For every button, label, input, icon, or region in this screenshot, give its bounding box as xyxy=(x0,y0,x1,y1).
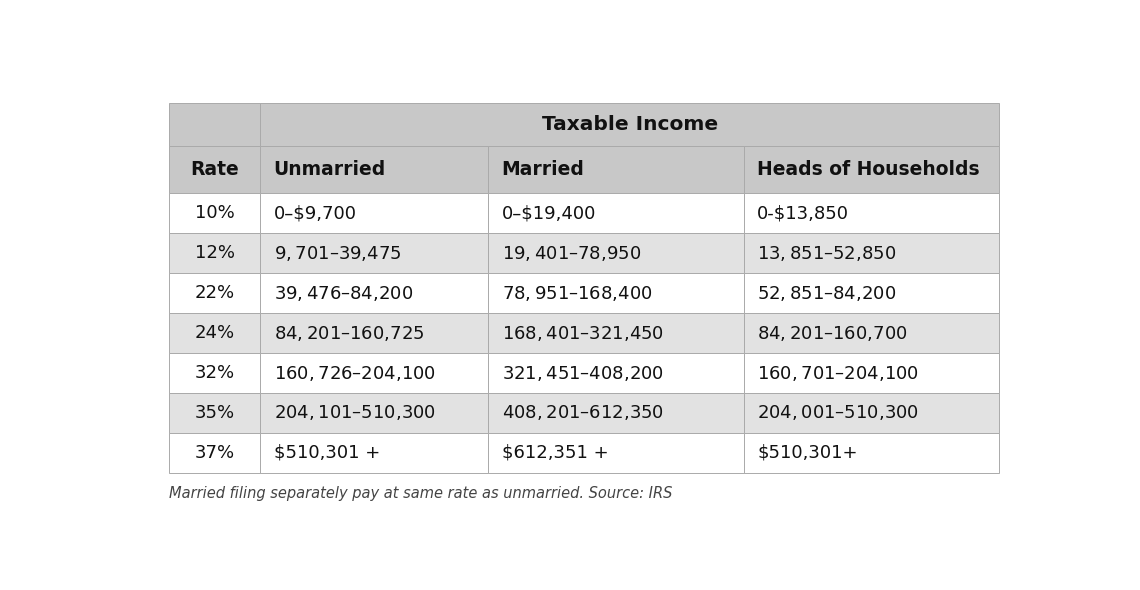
Text: $612,351 +: $612,351 + xyxy=(502,444,609,462)
Text: $510,301 +: $510,301 + xyxy=(274,444,380,462)
Text: $204,101–$510,300: $204,101–$510,300 xyxy=(274,404,435,422)
Bar xyxy=(260,234,488,273)
Text: $510,301+: $510,301+ xyxy=(757,444,857,462)
Bar xyxy=(169,433,260,473)
Text: 35%: 35% xyxy=(195,404,235,422)
Text: $204,001–$510,300: $204,001–$510,300 xyxy=(757,404,919,422)
Bar xyxy=(260,353,488,393)
Bar xyxy=(169,273,260,313)
Text: 0–$19,400: 0–$19,400 xyxy=(502,204,596,222)
Text: Married: Married xyxy=(502,160,585,179)
Text: Married filing separately pay at same rate as unmarried. Source: IRS: Married filing separately pay at same ra… xyxy=(169,487,673,502)
Bar xyxy=(488,313,744,353)
Text: Heads of Households: Heads of Households xyxy=(757,160,980,179)
Text: $52,851–$84,200: $52,851–$84,200 xyxy=(757,284,896,303)
Bar xyxy=(744,313,1000,353)
Text: $84,201–$160,725: $84,201–$160,725 xyxy=(274,324,424,343)
Text: 22%: 22% xyxy=(195,284,235,302)
Bar xyxy=(744,273,1000,313)
Text: $78,951–$168,400: $78,951–$168,400 xyxy=(502,284,652,303)
Bar xyxy=(744,146,1000,194)
Text: 24%: 24% xyxy=(195,324,235,342)
Bar xyxy=(169,194,260,234)
Bar xyxy=(169,393,260,433)
Text: 12%: 12% xyxy=(195,244,235,263)
Bar xyxy=(260,393,488,433)
Text: Unmarried: Unmarried xyxy=(274,160,385,179)
Text: $168,401–$321,450: $168,401–$321,450 xyxy=(502,324,663,343)
Bar xyxy=(744,194,1000,234)
Text: $160,726–$204,100: $160,726–$204,100 xyxy=(274,363,435,382)
Text: 37%: 37% xyxy=(195,444,235,462)
Bar xyxy=(488,194,744,234)
Bar xyxy=(169,313,260,353)
Bar xyxy=(488,273,744,313)
Bar xyxy=(260,146,488,194)
Bar xyxy=(260,433,488,473)
Bar xyxy=(260,273,488,313)
Bar xyxy=(488,393,744,433)
Bar xyxy=(488,353,744,393)
Bar xyxy=(488,234,744,273)
Text: 0-$13,850: 0-$13,850 xyxy=(757,204,849,222)
Text: 10%: 10% xyxy=(195,204,235,222)
Text: $160,701–$204,100: $160,701–$204,100 xyxy=(757,363,919,382)
Text: $84,201–$160,700: $84,201–$160,700 xyxy=(757,324,907,343)
Bar xyxy=(169,146,260,194)
Bar xyxy=(744,353,1000,393)
Text: $408,201–$612,350: $408,201–$612,350 xyxy=(502,404,663,422)
Text: $39,476–$84,200: $39,476–$84,200 xyxy=(274,284,413,303)
Bar xyxy=(744,234,1000,273)
Text: 0–$9,700: 0–$9,700 xyxy=(274,204,357,222)
Text: Rate: Rate xyxy=(190,160,239,179)
Bar xyxy=(488,146,744,194)
Bar xyxy=(169,353,260,393)
Text: Taxable Income: Taxable Income xyxy=(542,114,718,134)
Text: $19,401–$78,950: $19,401–$78,950 xyxy=(502,244,641,263)
Text: $13,851–$52,850: $13,851–$52,850 xyxy=(757,244,896,263)
Text: 32%: 32% xyxy=(195,364,235,382)
Bar xyxy=(260,313,488,353)
Bar xyxy=(744,433,1000,473)
Bar xyxy=(744,393,1000,433)
Bar xyxy=(169,103,260,146)
Bar xyxy=(260,194,488,234)
Text: $9,701–$39,475: $9,701–$39,475 xyxy=(274,244,401,263)
Bar xyxy=(488,433,744,473)
Text: $321,451–$408,200: $321,451–$408,200 xyxy=(502,363,663,382)
Bar xyxy=(260,103,1000,146)
Bar xyxy=(169,234,260,273)
